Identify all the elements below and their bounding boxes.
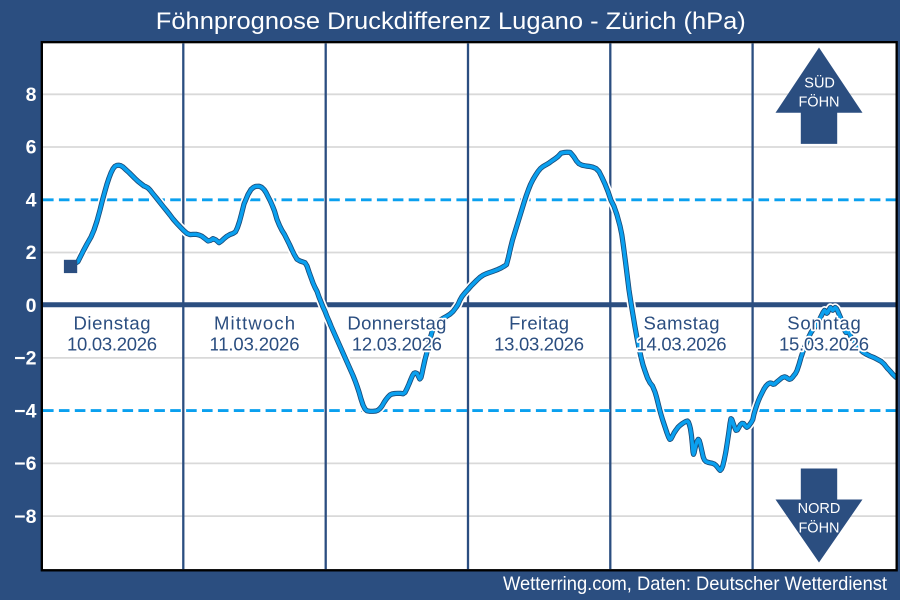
svg-text:4: 4: [26, 190, 37, 212]
svg-text:−2: −2: [14, 348, 36, 370]
svg-text:Freitag: Freitag: [509, 312, 569, 333]
svg-text:Wetterring.com, Daten: Deutsch: Wetterring.com, Daten: Deutscher Wetterd…: [503, 573, 888, 595]
svg-text:2: 2: [26, 242, 37, 264]
svg-text:13.03.2026: 13.03.2026: [494, 333, 584, 354]
svg-text:11.03.2026: 11.03.2026: [210, 333, 300, 354]
svg-text:15.03.2026: 15.03.2026: [779, 333, 869, 354]
svg-text:12.03.2026: 12.03.2026: [352, 333, 442, 354]
svg-text:FÖHN: FÖHN: [798, 519, 839, 537]
svg-text:10.03.2026: 10.03.2026: [67, 333, 157, 354]
svg-text:Föhnprognose Druckdifferenz Lu: Föhnprognose Druckdifferenz Lugano - Zür…: [156, 8, 746, 35]
svg-text:NORD: NORD: [798, 501, 841, 517]
svg-text:Dienstag: Dienstag: [74, 312, 151, 333]
svg-text:14.03.2026: 14.03.2026: [637, 333, 727, 354]
svg-text:Mittwoch: Mittwoch: [214, 312, 295, 333]
svg-text:−8: −8: [14, 506, 36, 528]
svg-text:SÜD: SÜD: [804, 74, 835, 92]
svg-text:FÖHN: FÖHN: [798, 93, 839, 111]
svg-text:0: 0: [26, 295, 37, 317]
svg-text:Donnerstag: Donnerstag: [347, 312, 446, 333]
svg-text:6: 6: [26, 137, 37, 159]
svg-text:Samstag: Samstag: [644, 312, 720, 333]
svg-text:Sonntag: Sonntag: [787, 312, 861, 333]
svg-text:−4: −4: [14, 400, 36, 422]
svg-text:−6: −6: [14, 453, 36, 475]
svg-text:8: 8: [26, 84, 37, 106]
